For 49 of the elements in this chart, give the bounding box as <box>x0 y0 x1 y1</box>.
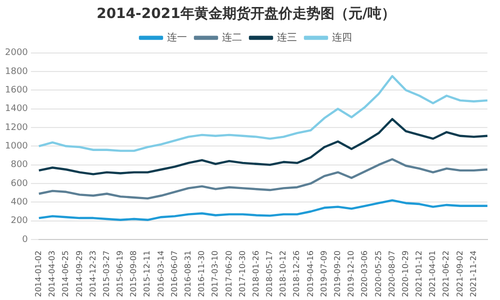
x-tick-label: 2017-06-20 <box>224 250 234 298</box>
y-tick-label: 1600 <box>5 85 28 96</box>
x-tick-label: 2014-09-29 <box>74 250 84 298</box>
x-tick-label: 2021-11-24 <box>468 250 478 298</box>
x-tick-label: 2017-10-30 <box>238 250 247 298</box>
x-tick-label: 2019-12-10 <box>346 250 356 298</box>
x-tick-label: 2016-11-30 <box>197 250 206 298</box>
x-tick-label: 2021-04-01 <box>428 250 438 298</box>
y-tick-label: 2000 <box>5 48 28 58</box>
x-tick-label: 2019-04-16 <box>306 250 315 298</box>
x-tick-label: 2020-08-07 <box>387 250 396 298</box>
x-tick-label: 2020-03-06 <box>360 250 370 298</box>
x-tick-label: 2015-12-11 <box>142 250 152 298</box>
y-tick-label: 1800 <box>5 66 28 77</box>
y-tick-label: 200 <box>10 216 28 226</box>
legend-label: 连三 <box>277 31 297 44</box>
y-tick-label: 1000 <box>5 142 28 152</box>
x-tick-label: 2015-03-27 <box>102 250 111 298</box>
x-tick-label: 2014-04-03 <box>48 250 57 298</box>
legend-label: 连二 <box>222 31 242 44</box>
y-tick-label: 1200 <box>5 122 28 133</box>
x-tick-label: 2014-12-23 <box>88 250 98 298</box>
x-tick-label: 2016-06-07 <box>170 250 179 298</box>
x-tick-label: 2019-07-09 <box>319 250 328 298</box>
y-tick-label: 600 <box>10 178 28 189</box>
x-tick-label: 2014-01-02 <box>34 250 43 298</box>
x-tick-label: 2021-01-12 <box>414 250 424 298</box>
x-tick-label: 2020-05-25 <box>374 250 383 298</box>
legend-label: 连一 <box>167 31 187 44</box>
y-tick-label: 400 <box>10 198 28 208</box>
x-tick-label: 2017-03-10 <box>210 250 220 298</box>
x-tick-label: 2018-12-26 <box>292 250 302 298</box>
x-tick-label: 2016-03-14 <box>156 250 166 298</box>
x-tick-label: 2018-01-26 <box>251 250 260 298</box>
x-tick-label: 2018-10-12 <box>278 250 288 298</box>
x-tick-label: 2018-05-17 <box>265 250 274 298</box>
y-tick-label: 800 <box>10 160 28 170</box>
y-tick-label: 1400 <box>5 104 28 114</box>
y-tick-label: 0 <box>22 234 28 245</box>
x-tick-label: 2014-06-25 <box>61 250 70 298</box>
chart-title: 2014-2021年黄金期货开盘价走势图（元/吨） <box>96 6 396 22</box>
x-tick-label: 2021-09-02 <box>455 250 464 298</box>
x-tick-label: 2020-10-29 <box>400 250 410 298</box>
x-tick-label: 2019-09-20 <box>332 250 342 298</box>
x-tick-label: 2016-08-31 <box>183 250 192 298</box>
x-tick-label: 2021-06-22 <box>442 250 451 298</box>
x-tick-label: 2015-06-19 <box>116 250 125 298</box>
x-tick-label: 2015-09-08 <box>129 250 138 298</box>
legend-label: 连四 <box>332 31 352 44</box>
